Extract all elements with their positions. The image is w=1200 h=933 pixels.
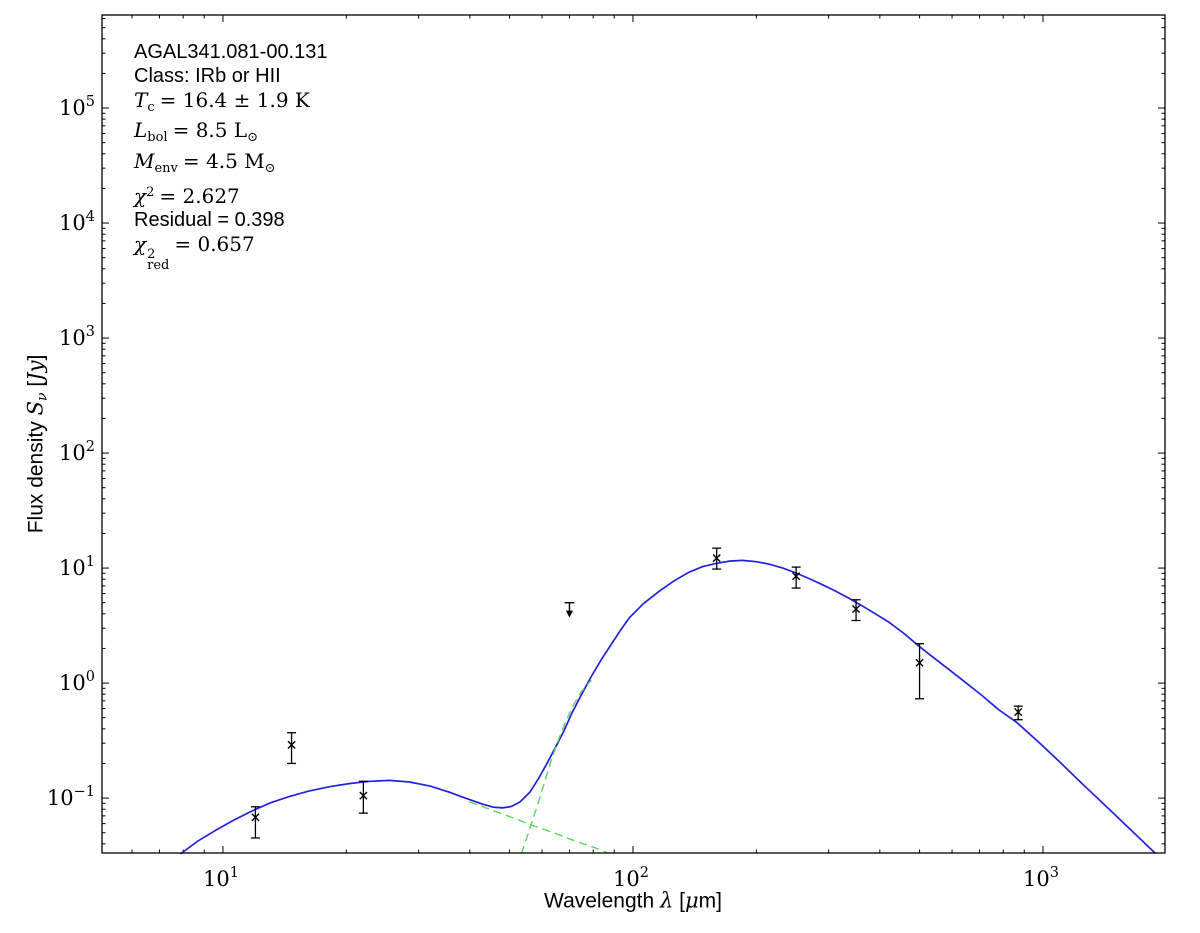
- down-arrow-icon: [565, 610, 573, 618]
- luminosity-line: Lbol = 8.5 L⊙: [134, 118, 259, 146]
- y-tick-label: 100: [59, 669, 95, 695]
- x-marker: [915, 658, 924, 667]
- sun-symbol: ⊙: [247, 130, 259, 146]
- x-marker: [712, 554, 721, 563]
- class-line: Class: IRb or HII: [134, 64, 281, 87]
- x-marker: [251, 813, 260, 822]
- source-name: AGAL341.081-00.131: [134, 41, 328, 63]
- x-marker: [359, 791, 368, 800]
- x-marker: [1014, 707, 1023, 717]
- x-marker: [287, 740, 296, 749]
- upper-limit-point: [564, 601, 575, 618]
- x-marker: [851, 604, 861, 614]
- model-total-curve: [180, 559, 1156, 855]
- x-tick-label: 102: [613, 865, 649, 891]
- y-tick-label: 101: [59, 554, 95, 580]
- y-tick-label: 10−1: [47, 784, 95, 810]
- chi2red-line: χ 2 red = 0.657: [134, 231, 255, 273]
- chi2-line: χ2 = 2.627: [134, 183, 240, 208]
- plot-border: [101, 14, 1166, 854]
- data-point: [851, 599, 861, 622]
- data-point: [1013, 705, 1023, 721]
- temperature-line: Tc = 16.4 ± 1.9 K: [134, 87, 310, 115]
- component-cold-curve: [520, 679, 592, 854]
- sun-symbol: ⊙: [264, 161, 276, 177]
- mass-line: Menv = 4.5 M⊙: [134, 149, 276, 177]
- data-point: [915, 643, 925, 700]
- data-points: [250, 547, 1023, 839]
- residual-line: Residual = 0.398: [134, 208, 285, 231]
- y-tick-labels: 105 104 103 102 101 100 10−1: [47, 94, 95, 810]
- y-axis-label: Flux density Sν [Jy]: [23, 354, 51, 534]
- annotation-block: AGAL341.081-00.131 Class: IRb or HII Tc =…: [134, 41, 328, 273]
- x-tick-label: 101: [203, 865, 239, 891]
- x-marker: [792, 572, 801, 581]
- model-curves: [180, 559, 1156, 855]
- y-tick-label: 104: [59, 209, 95, 235]
- data-point: [791, 566, 801, 589]
- x-tick-label: 103: [1023, 865, 1059, 891]
- data-point: [250, 806, 260, 839]
- x-tick-labels: 101 102 103: [203, 865, 1059, 891]
- y-tick-label: 105: [59, 94, 95, 120]
- x-axis-label: Wavelength λ [μm]: [544, 888, 722, 913]
- y-tick-label: 103: [59, 324, 95, 350]
- y-tick-label: 102: [59, 439, 95, 465]
- data-point: [287, 732, 297, 765]
- component-warm-curve: [469, 801, 609, 854]
- axes-frame: [101, 14, 1166, 854]
- data-point: [358, 780, 368, 814]
- data-point: [712, 547, 722, 570]
